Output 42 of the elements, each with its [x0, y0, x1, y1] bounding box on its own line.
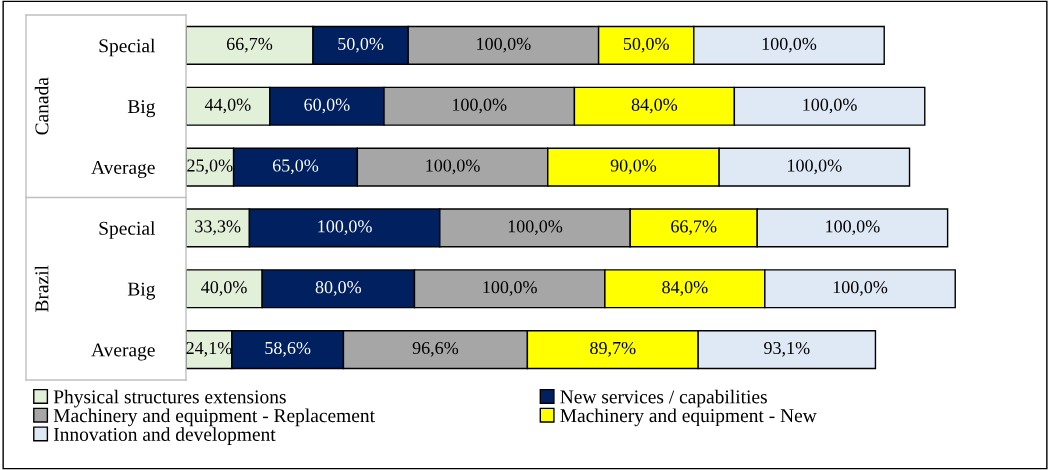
data-label: 100,0%: [477, 37, 531, 53]
data-label: 100,0%: [803, 98, 857, 114]
data-label: 100,0%: [318, 220, 372, 236]
data-label: 80,0%: [315, 281, 362, 296]
y-tick-label: Average: [91, 160, 155, 178]
data-label: 100,0%: [826, 220, 880, 236]
data-label: 90,0%: [610, 159, 657, 175]
data-label: 100,0%: [483, 281, 537, 296]
y-tick-label: Special: [99, 221, 156, 239]
legend-label: Machinery and equipment - New: [560, 408, 817, 427]
legend-label: New services / capabilities: [560, 389, 767, 408]
data-label: 40,0%: [201, 281, 247, 296]
data-label: 93,1%: [764, 341, 810, 357]
data-label: 89,7%: [590, 341, 636, 357]
legend-label: Innovation and development: [53, 427, 276, 445]
text: Canada: [34, 77, 49, 135]
data-label: 84,0%: [631, 98, 678, 114]
text: Brazil: [34, 265, 49, 312]
data-label: 100,0%: [508, 220, 563, 236]
y-tick-label: Average: [91, 343, 155, 361]
legend-label: Physical structures extensions: [53, 389, 286, 408]
data-label: 100,0%: [762, 37, 817, 53]
data-label: 60,0%: [304, 98, 350, 114]
data-label: 33,3%: [195, 220, 241, 236]
data-label: 25,0%: [187, 159, 233, 175]
data-label: 100,0%: [426, 159, 480, 175]
data-label: 100,0%: [788, 159, 842, 175]
data-label: 65,0%: [272, 159, 319, 175]
data-label: 44,0%: [204, 98, 251, 114]
data-label: 58,6%: [265, 341, 311, 357]
legend-label: Machinery and equipment - Replacement: [53, 408, 375, 427]
y-tick-label: Special: [99, 38, 156, 57]
y-tick-label: Big: [127, 100, 156, 118]
data-label: 84,0%: [662, 281, 708, 296]
y-tick-label: Big: [127, 282, 156, 300]
data-label: 50,0%: [338, 37, 384, 53]
data-label: 66,7%: [671, 220, 717, 236]
data-label: 66,7%: [226, 37, 273, 53]
data-label: 100,0%: [833, 281, 888, 296]
data-label: 50,0%: [623, 37, 669, 53]
data-label: 96,6%: [412, 341, 459, 357]
data-label: 100,0%: [452, 98, 507, 114]
